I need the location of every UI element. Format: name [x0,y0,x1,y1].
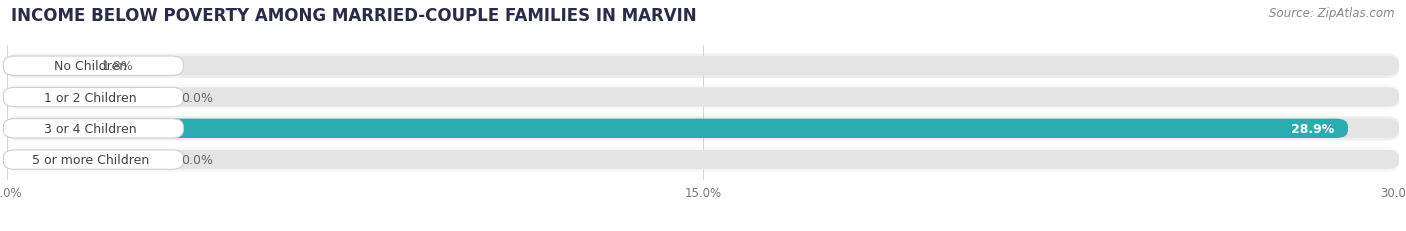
FancyBboxPatch shape [7,117,1399,141]
Text: 0.0%: 0.0% [181,153,214,166]
FancyBboxPatch shape [7,148,1399,172]
FancyBboxPatch shape [7,119,1348,138]
Text: Source: ZipAtlas.com: Source: ZipAtlas.com [1270,7,1395,20]
Text: No Children: No Children [53,60,127,73]
FancyBboxPatch shape [7,57,90,76]
FancyBboxPatch shape [7,150,1399,170]
FancyBboxPatch shape [7,119,1399,138]
FancyBboxPatch shape [7,54,1399,79]
FancyBboxPatch shape [7,85,1399,110]
Text: 0.0%: 0.0% [181,91,214,104]
Text: 1.8%: 1.8% [103,60,134,73]
FancyBboxPatch shape [7,88,1399,107]
FancyBboxPatch shape [3,88,183,107]
Text: 3 or 4 Children: 3 or 4 Children [44,122,136,135]
Text: 28.9%: 28.9% [1291,122,1334,135]
FancyBboxPatch shape [7,88,170,107]
FancyBboxPatch shape [3,57,183,76]
Text: 1 or 2 Children: 1 or 2 Children [44,91,136,104]
Text: 5 or more Children: 5 or more Children [32,153,149,166]
Text: INCOME BELOW POVERTY AMONG MARRIED-COUPLE FAMILIES IN MARVIN: INCOME BELOW POVERTY AMONG MARRIED-COUPL… [11,7,697,25]
FancyBboxPatch shape [7,150,170,170]
FancyBboxPatch shape [3,150,183,170]
FancyBboxPatch shape [3,119,183,138]
FancyBboxPatch shape [7,57,1399,76]
